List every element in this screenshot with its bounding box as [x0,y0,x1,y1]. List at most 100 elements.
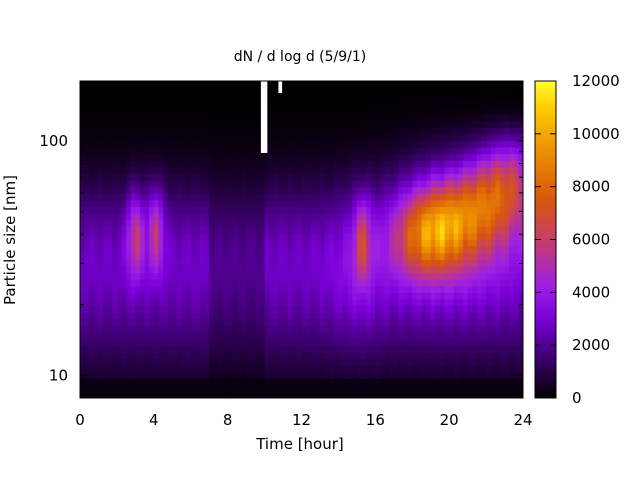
heatmap-cell [232,364,238,373]
heatmap-cell [195,160,201,168]
heatmap-cell [430,133,436,142]
heatmap-cell [278,140,284,148]
heatmap-cell [324,298,330,307]
heatmap-cell [370,213,376,221]
heatmap-cell [356,246,363,254]
heatmap-cell [343,120,349,128]
heatmap-cell [389,133,395,142]
heatmap-cell [130,213,136,221]
heatmap-cell [476,318,483,326]
heatmap-cell [172,213,178,221]
heatmap-cell [347,186,353,194]
heatmap-cell [103,364,109,373]
heatmap-cell [172,206,178,214]
heatmap-cell [223,292,229,300]
heatmap-cell [347,331,353,340]
heatmap-cell [449,391,455,398]
heatmap-cell [195,259,201,267]
heatmap-cell [310,279,316,287]
heatmap-cell [241,364,247,373]
heatmap-cell [250,318,256,326]
heatmap-cell [241,272,247,280]
heatmap-cell [319,338,326,346]
heatmap-cell [499,153,506,161]
heatmap-cell [172,318,178,326]
heatmap-cell [176,173,183,181]
heatmap-cell [158,206,164,214]
heatmap-cell [495,371,501,379]
heatmap-cell [444,345,450,353]
heatmap-cell [347,371,353,379]
heatmap-cell [435,285,441,293]
heatmap-cell [444,325,450,333]
heatmap-cell [347,384,353,392]
heatmap-cell [112,180,118,188]
heatmap-cell [246,378,252,386]
heatmap-cell [412,153,418,161]
heatmap-cell [93,186,100,194]
heatmap-cell [121,312,127,320]
heatmap-cell [449,166,455,175]
heatmap-cell [255,147,261,155]
heatmap-cell [149,351,155,359]
heatmap-cell [163,206,169,214]
heatmap-cell [472,120,478,128]
heatmap-cell [403,252,409,260]
heatmap-cell [306,94,312,102]
heatmap-cell [163,219,169,227]
heatmap-cell [273,358,280,366]
heatmap-cell [107,226,113,234]
heatmap-cell [472,206,478,214]
heatmap-cell [121,199,127,208]
heatmap-cell [139,252,146,260]
heatmap-cell [255,180,261,188]
heatmap-cell [453,166,459,175]
heatmap-cell [135,127,141,135]
heatmap-cell [153,232,160,241]
heatmap-cell [403,318,409,326]
heatmap-cell [296,325,303,333]
heatmap-cell [223,199,229,208]
heatmap-cell [370,133,376,142]
heatmap-cell [324,100,330,109]
heatmap-cell [375,378,381,386]
heatmap-cell [324,193,330,201]
heatmap-cell [352,279,358,287]
heatmap-cell [306,298,312,307]
heatmap-cell [153,94,160,102]
heatmap-cell [463,213,469,221]
heatmap-cell [509,378,515,386]
heatmap-cell [181,371,187,379]
heatmap-cell [209,219,215,227]
heatmap-cell [213,239,220,247]
heatmap-cell [343,298,349,307]
heatmap-cell [278,107,284,115]
heatmap-cell [370,160,376,168]
heatmap-cell [172,358,178,366]
heatmap-cell [509,107,515,115]
heatmap-cell [481,351,487,359]
heatmap-cell [204,305,210,313]
heatmap-cell [430,107,436,115]
heatmap-cell [139,384,146,392]
heatmap-cell [453,279,459,287]
heatmap-cell [306,193,312,201]
heatmap-cell [384,272,390,280]
heatmap-cell [458,259,464,267]
heatmap-cell [176,199,183,208]
heatmap-cell [467,232,473,241]
heatmap-cell [144,147,150,155]
heatmap-cell [453,331,459,340]
heatmap-cell [126,246,132,254]
heatmap-cell [135,140,141,148]
heatmap-cell [435,226,441,234]
heatmap-cell [269,180,275,188]
heatmap-cell [384,351,390,359]
heatmap-cell [426,318,432,326]
heatmap-cell [481,173,487,181]
heatmap-cell [393,213,399,221]
heatmap-cell [195,127,201,135]
heatmap-cell [476,265,483,274]
heatmap-cell [366,252,372,260]
heatmap-cell [439,351,446,359]
